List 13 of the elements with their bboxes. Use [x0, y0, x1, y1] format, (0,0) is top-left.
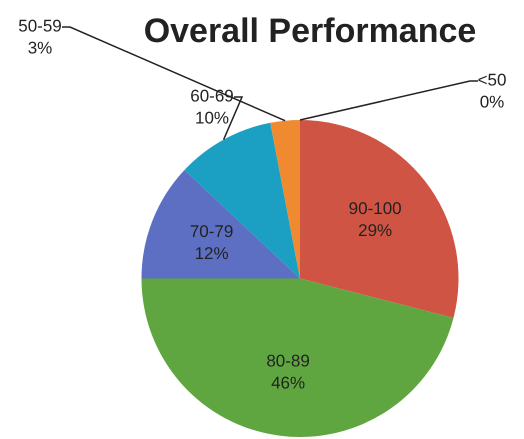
slice-label: 60-69 — [190, 86, 234, 106]
slice-label: 90-100 — [348, 198, 402, 218]
slice-label: 80-89 — [266, 352, 310, 371]
category-label: <50 — [478, 70, 506, 90]
data-label: 46% — [271, 374, 306, 393]
data-label: 10% — [194, 108, 230, 128]
slice-label: 70-79 — [190, 222, 234, 242]
data-label: 3% — [28, 38, 52, 58]
text: 0% — [480, 92, 504, 112]
slice-label: 50-59 — [18, 16, 62, 36]
data-label: 12% — [194, 244, 229, 264]
chart-title: Overall Performance — [142, 12, 478, 51]
data-label: 29% — [358, 220, 392, 240]
